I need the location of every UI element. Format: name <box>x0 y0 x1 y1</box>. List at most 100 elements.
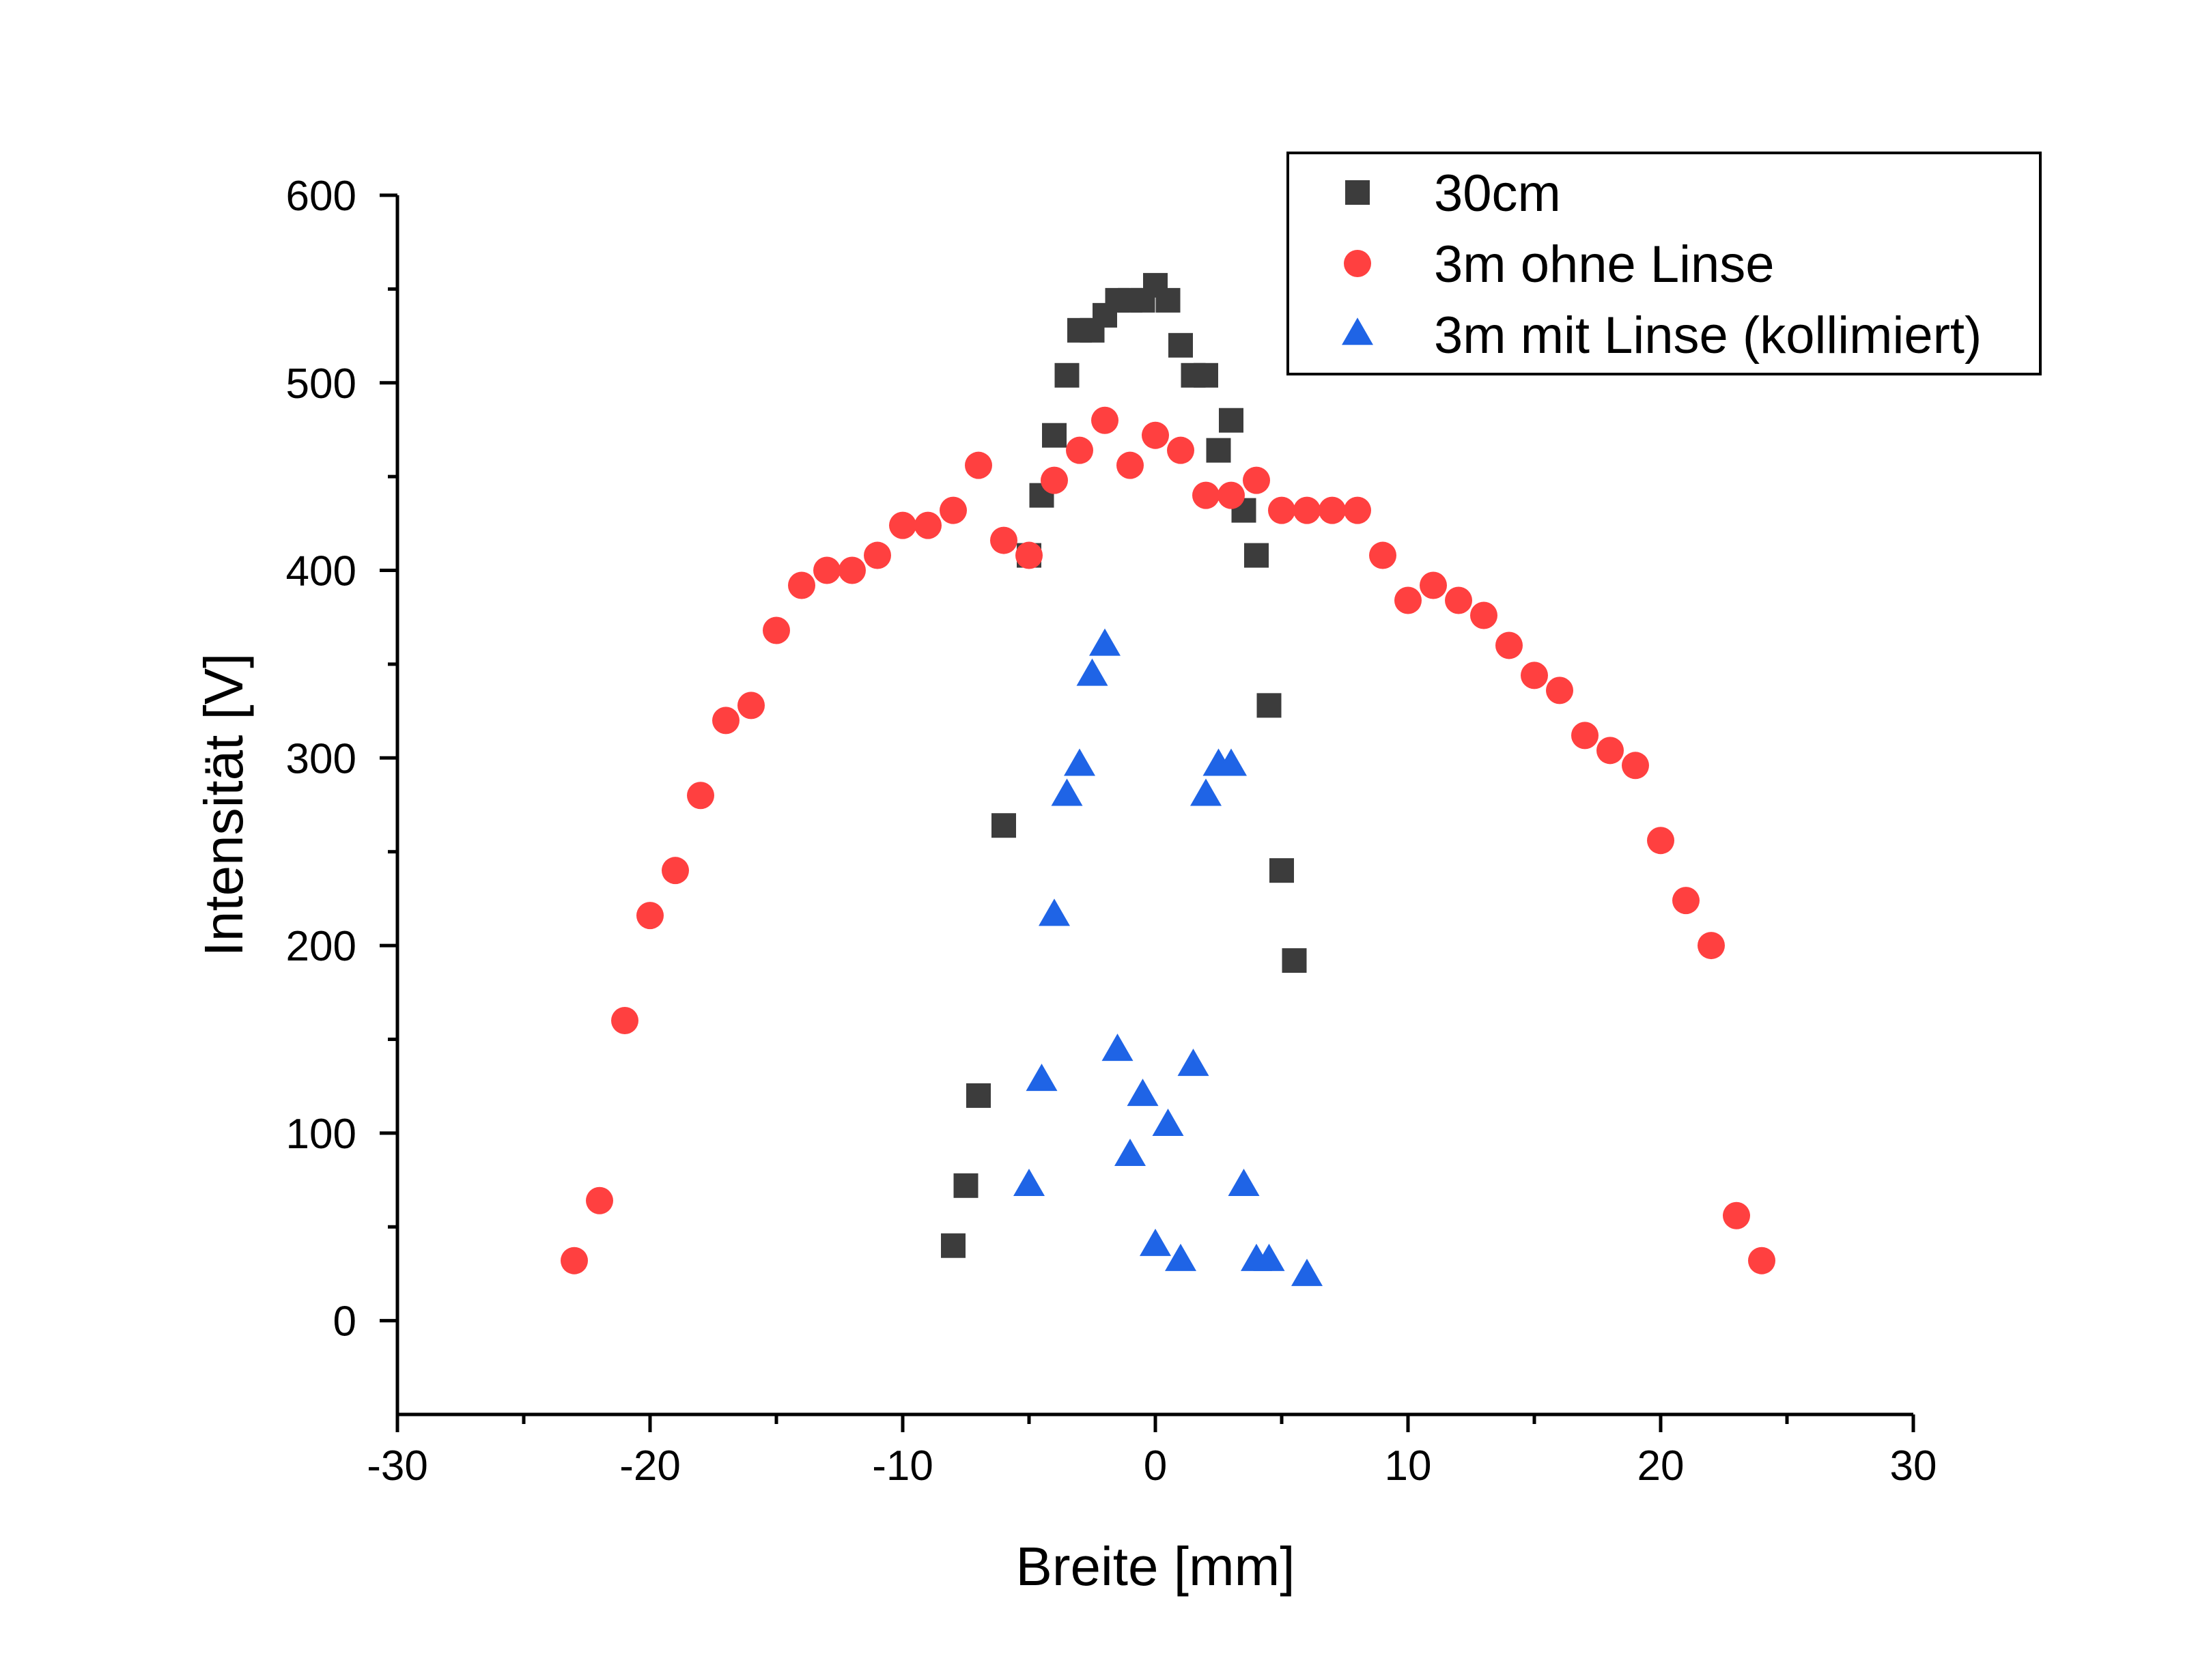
data-point <box>763 616 790 644</box>
series-3 <box>1013 628 1323 1286</box>
data-point <box>1521 661 1548 689</box>
legend-label: 3m ohne Linse <box>1434 236 1775 294</box>
x-tick-label: 30 <box>1890 1442 1937 1490</box>
legend-box <box>1286 152 2042 375</box>
data-point <box>737 692 765 720</box>
data-point <box>1344 496 1371 524</box>
y-tick-label: 100 <box>286 1111 356 1158</box>
data-point <box>889 511 916 539</box>
data-point <box>1192 481 1220 509</box>
data-point <box>1253 1243 1285 1271</box>
x-tick-label: 0 <box>1144 1442 1167 1490</box>
data-point <box>941 1233 966 1258</box>
data-point <box>611 1006 638 1034</box>
y-tick-label: 600 <box>286 173 356 220</box>
data-point <box>1026 1064 1058 1092</box>
data-point <box>712 707 740 735</box>
data-point <box>1282 948 1307 973</box>
data-point <box>1190 778 1222 806</box>
data-point <box>1672 887 1700 915</box>
data-point <box>1622 752 1649 780</box>
data-point <box>1369 541 1396 569</box>
data-point <box>813 556 841 584</box>
data-point <box>1244 543 1269 568</box>
legend-marker <box>1345 180 1370 205</box>
data-point <box>1228 1168 1260 1196</box>
data-point <box>966 1083 991 1108</box>
data-point <box>839 556 866 584</box>
data-point <box>1206 438 1231 463</box>
y-axis-title: Intensität [V] <box>193 653 254 957</box>
data-point <box>1155 287 1181 313</box>
data-point <box>1470 601 1497 629</box>
legend: 30cm 3m ohne Linse 3m mit Linse (kollimier… <box>1286 152 2042 375</box>
data-point <box>586 1186 613 1214</box>
data-point <box>1256 693 1282 718</box>
data-point <box>1064 748 1095 776</box>
data-point <box>1039 898 1070 926</box>
data-point <box>1268 496 1295 524</box>
data-point <box>864 541 891 569</box>
data-point <box>1140 1228 1171 1256</box>
data-point <box>1167 436 1194 464</box>
x-tick-label: 10 <box>1385 1442 1432 1490</box>
y-tick-label: 200 <box>286 923 356 970</box>
data-point <box>1394 586 1422 614</box>
data-point <box>1091 406 1118 434</box>
data-point <box>1116 451 1144 479</box>
data-point <box>1051 778 1083 806</box>
y-tick-label: 300 <box>286 735 356 782</box>
data-point <box>914 511 942 539</box>
data-point <box>1215 748 1247 776</box>
x-tick-label: -20 <box>619 1442 681 1490</box>
data-point <box>1089 628 1121 656</box>
data-point <box>1748 1247 1775 1275</box>
data-point <box>1243 466 1270 494</box>
data-point <box>1217 481 1245 509</box>
data-point <box>1152 1109 1184 1137</box>
data-point <box>1127 1079 1159 1107</box>
data-point <box>940 496 967 524</box>
x-axis-title: Breite [mm] <box>1016 1536 1295 1597</box>
x-tick-label: 20 <box>1637 1442 1685 1490</box>
data-point <box>1293 496 1321 524</box>
data-point <box>687 782 714 810</box>
data-point <box>1291 1258 1323 1286</box>
data-point <box>953 1173 979 1198</box>
data-point <box>788 571 815 599</box>
data-point <box>561 1247 588 1275</box>
data-point <box>1546 677 1573 704</box>
data-point <box>1015 541 1043 569</box>
data-point <box>1177 1049 1209 1077</box>
data-point <box>1168 332 1193 358</box>
legend-label: 30cm <box>1434 165 1561 223</box>
data-point <box>1076 658 1108 686</box>
data-point <box>991 813 1016 838</box>
data-point <box>1066 436 1093 464</box>
x-tick-label: -30 <box>367 1442 428 1490</box>
data-point <box>1041 466 1068 494</box>
data-point <box>636 902 664 930</box>
series-1 <box>941 272 1307 1258</box>
data-point <box>1194 362 1218 388</box>
data-point <box>965 451 992 479</box>
data-point <box>1420 571 1447 599</box>
legend-marker <box>1344 250 1371 277</box>
y-tick-label: 0 <box>333 1298 356 1346</box>
data-point <box>1445 586 1472 614</box>
data-point <box>1142 421 1169 449</box>
data-point <box>1013 1168 1045 1196</box>
y-tick-label: 400 <box>286 548 356 595</box>
data-point <box>1596 737 1624 765</box>
data-point <box>1571 722 1599 750</box>
data-point <box>1723 1201 1750 1229</box>
plot-area <box>561 272 1775 1286</box>
data-point <box>1647 827 1674 855</box>
x-tick-label: -10 <box>872 1442 933 1490</box>
legend-label: 3m mit Linse (kollimiert) <box>1434 307 1982 365</box>
data-point <box>1495 631 1523 659</box>
data-point <box>1114 1139 1146 1167</box>
data-point <box>1698 932 1725 960</box>
y-tick-label: 500 <box>286 360 356 408</box>
